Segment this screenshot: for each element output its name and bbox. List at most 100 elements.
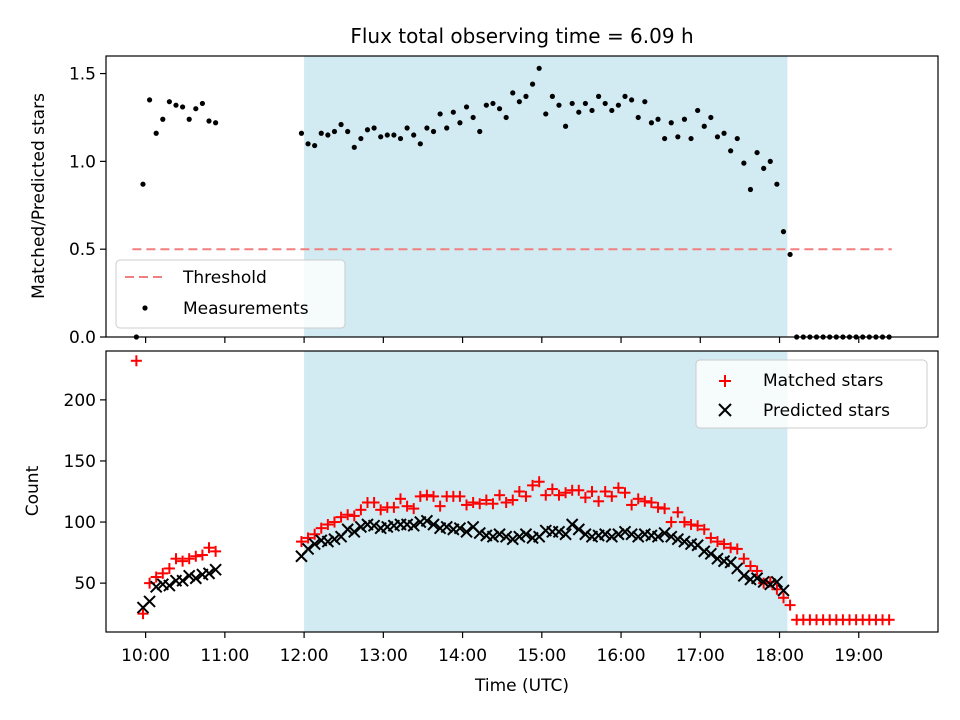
measurement-point xyxy=(747,186,754,193)
measurement-point xyxy=(457,120,463,126)
measurement-point xyxy=(444,125,450,131)
predicted-star-point xyxy=(420,514,434,528)
measurement-point xyxy=(562,123,569,129)
x-tick-label: 16:00 xyxy=(597,646,646,666)
matched-star-point xyxy=(665,516,677,528)
predicted-star-point xyxy=(301,542,315,556)
measurement-point xyxy=(767,158,773,164)
matched-star-point xyxy=(507,494,519,506)
matched-star-point xyxy=(150,571,162,583)
predicted-star-point xyxy=(598,528,612,541)
measurement-point xyxy=(615,102,622,108)
bottom-panel: 50 100 150 200 10:00 11:00 12:00 13:00 14:00 15:… xyxy=(23,350,939,696)
measurement-point xyxy=(305,141,311,147)
top-panel: 0.0 0.5 1.0 1.5 Matched/Predicted stars Thr… xyxy=(29,55,939,348)
legend-threshold-label: Threshold xyxy=(182,268,267,288)
legend-measurements-swatch xyxy=(142,305,148,311)
measurement-point xyxy=(338,121,344,128)
x-tick-label: 14:00 xyxy=(438,646,487,666)
predicted-star-point xyxy=(770,575,784,589)
matched-star-point xyxy=(137,608,149,620)
measurement-point xyxy=(153,130,159,136)
predicted-star-point xyxy=(711,552,724,565)
predicted-star-point xyxy=(579,528,592,541)
measurement-point xyxy=(609,107,615,114)
measurement-point xyxy=(331,128,338,135)
matched-star-point xyxy=(388,501,400,513)
measurement-point xyxy=(642,99,648,105)
matched-star-point xyxy=(302,532,314,544)
measurement-point xyxy=(503,114,509,121)
measurement-point xyxy=(298,130,305,136)
x-tick-label: 17:00 xyxy=(676,646,725,666)
matched-star-point xyxy=(540,489,552,501)
predicted-star-point xyxy=(757,575,770,589)
measurement-point xyxy=(761,165,767,171)
matched-star-point xyxy=(401,500,413,512)
matched-star-point xyxy=(725,542,737,554)
matched-star-point xyxy=(639,495,651,507)
matched-star-point xyxy=(335,511,347,523)
measurement-point xyxy=(345,128,351,135)
measurement-point xyxy=(780,229,787,235)
matched-star-point xyxy=(546,483,558,495)
measurement-point xyxy=(378,134,384,140)
predicted-star-point xyxy=(572,523,585,536)
measurement-point xyxy=(450,109,456,115)
measurement-point xyxy=(193,106,199,112)
matched-star-point xyxy=(586,486,598,497)
x-tick-label: 11:00 xyxy=(200,646,249,666)
x-axis-label: Time (UTC) xyxy=(474,676,569,696)
matched-star-point xyxy=(652,501,664,513)
matched-star-point xyxy=(678,516,690,528)
matched-star-point xyxy=(612,482,624,494)
measurement-point xyxy=(681,116,688,122)
matched-star-point xyxy=(157,567,169,579)
matched-star-point xyxy=(533,476,545,488)
measurement-point xyxy=(688,135,694,142)
measurement-point xyxy=(741,160,747,166)
measurement-point xyxy=(358,135,364,142)
matched-star-point xyxy=(711,536,723,548)
measurement-point xyxy=(774,181,780,187)
matched-star-point xyxy=(626,499,638,511)
y-tick-label: 1.5 xyxy=(69,65,96,85)
measurement-point xyxy=(635,114,641,121)
measurement-point xyxy=(417,141,423,147)
y-tick-label: 50 xyxy=(74,574,96,594)
predicted-star-point xyxy=(308,537,321,551)
matched-star-point xyxy=(322,518,334,530)
matched-star-point xyxy=(421,489,433,501)
predicted-star-point xyxy=(777,584,790,597)
measurement-point xyxy=(312,142,318,149)
measurement-point xyxy=(146,97,153,103)
measurement-point xyxy=(496,106,503,112)
predicted-stars-points xyxy=(136,514,790,614)
x-tick-label: 13:00 xyxy=(359,646,408,666)
matched-star-point xyxy=(494,489,506,501)
top-plot-frame xyxy=(105,55,939,338)
predicted-star-point xyxy=(143,595,156,608)
bottom-y-axis: 50 100 150 200 xyxy=(64,391,106,594)
predicted-star-point xyxy=(341,523,354,536)
measurement-point xyxy=(364,127,371,133)
matched-star-point xyxy=(784,599,796,611)
predicted-star-point xyxy=(678,535,691,548)
measurement-point xyxy=(384,132,390,138)
predicted-star-point xyxy=(625,528,638,541)
predicted-star-point xyxy=(698,545,711,558)
measurement-point xyxy=(318,130,324,136)
measurement-point xyxy=(140,181,146,187)
matched-star-point xyxy=(527,479,539,491)
matched-star-point xyxy=(203,542,215,554)
matched-star-point xyxy=(560,487,572,499)
predicted-star-point xyxy=(519,528,533,541)
y-tick-label: 200 xyxy=(64,391,96,411)
predicted-star-point xyxy=(671,532,685,546)
predicted-star-point xyxy=(486,530,500,543)
predicted-star-point xyxy=(552,525,566,539)
predicted-star-point xyxy=(665,530,678,543)
measurement-point xyxy=(602,100,608,107)
measurement-point xyxy=(734,135,740,142)
